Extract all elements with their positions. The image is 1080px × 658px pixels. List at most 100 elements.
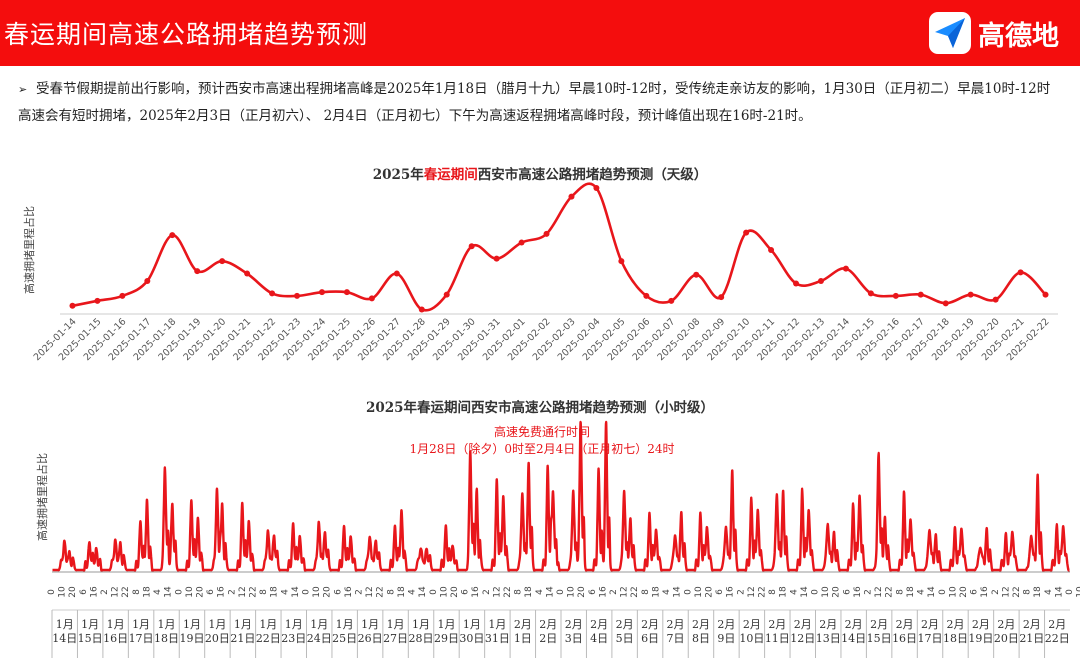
hour-tick-label: 12 [747,586,757,597]
hour-tick-label: 20 [832,586,842,598]
day-tick-label: 1月 19日 [179,618,204,645]
day-tick-label: 1月 28日 [409,618,434,645]
hour-tick-label: 10 [821,586,831,598]
day-tick-label: 2月 15日 [867,618,892,645]
hour-tick-label: 18 [142,586,152,598]
daily-congestion-chart: 2025年春运期间西安市高速公路拥堵趋势预测（天级） 高速拥堵里程占比 2025… [22,166,1058,363]
data-point [842,265,849,272]
hour-tick-label: 12 [874,586,884,597]
hour-tick-label: 18 [651,586,661,598]
hour-tick-label: 8 [895,589,905,595]
hour-tick-label: 12 [111,586,121,597]
data-point [718,294,725,301]
hour-tick-label: 22 [376,586,386,597]
hour-tick-label: 8 [386,589,396,595]
day-tick-label: 1月 20日 [205,618,230,645]
hour-tick-label: 0 [938,589,948,595]
forecast-note: ➢ 受春节假期提前出行影响，预计西安市高速出程拥堵高峰是2025年1月18日（腊… [18,76,1058,130]
hour-tick-label: 16 [344,586,354,598]
hour-tick-label: 8 [768,589,778,595]
hour-tick-label: 2 [355,589,365,595]
chart-title-part: 西安市高速公路拥堵趋势预测（天级） [478,166,708,183]
hour-tick-label: 14 [418,586,428,598]
data-point [1017,269,1024,276]
hour-tick-label: 20 [323,586,333,598]
hourly-congestion-chart: 2025年春运期间西安市高速公路拥堵趋势预测（小时级） 高速拥堵里程占比 高速免… [35,399,1080,658]
y-axis-label: 高速拥堵里程占比 [22,206,36,294]
day-tick-label: 2月 17日 [918,618,943,645]
data-point [693,271,700,278]
series-line [52,420,1071,573]
hour-tick-label: 14 [164,586,174,598]
hour-tick-label: 6 [79,589,89,595]
day-tick-label: 1月 26日 [358,618,383,645]
data-point [593,185,600,191]
hour-tick-label: 20 [577,586,587,598]
hour-tick-label: 22 [503,586,513,597]
paper-plane-icon [929,12,971,54]
hour-tick-label: 16 [217,586,227,598]
hour-tick-label: 10 [312,586,322,598]
hour-tick-label: 10 [439,586,449,598]
hour-tick-label: 14 [545,586,555,598]
day-tick-label: 1月 27日 [383,618,408,645]
day-tick-label: 1月 23日 [281,618,306,645]
data-point [543,230,550,237]
data-point [493,255,500,262]
data-point [817,278,824,284]
day-tick-label: 2月 22日 [1045,618,1070,645]
plot-area [52,420,1071,573]
brand-logo-text: 高德地 [978,21,1059,52]
hour-tick-label: 4 [662,589,672,595]
hour-tick-label: 8 [641,589,651,595]
data-point [318,289,325,296]
hour-tick-label: 18 [397,586,407,598]
data-point [768,247,775,253]
hour-tick-label: 14 [291,586,301,598]
data-point [992,296,999,303]
day-tick-label: 2月 12日 [790,618,815,645]
day-tick-label: 2月 20日 [994,618,1019,645]
data-point [942,300,949,307]
series-line [72,182,1047,312]
hour-tick-label: 6 [588,589,598,595]
hour-tick-label: 22 [121,586,131,597]
day-tick-label: 1月 17日 [129,618,154,645]
hour-tick-label: 0 [429,589,439,595]
hour-tick-label: 2 [736,589,746,595]
hour-tick-label: 6 [333,589,343,595]
day-tick-label: 1月 18日 [154,618,179,645]
hour-tick-label: 6 [715,589,725,595]
data-point [244,270,251,277]
x-axis: 0 10 20 6 16 2 12 22 8 18 4 14 0 10 20 6 16 2 12 22 8 18 4 14 0 1… [47,571,1080,658]
hour-tick-label: 4 [789,589,799,595]
hour-tick-label: 2 [227,589,237,595]
data-point [568,193,575,200]
day-tick-label: 2月 4日 [590,618,608,645]
hour-tick-label: 18 [1033,586,1043,598]
hour-tick-label: 18 [270,586,280,598]
hour-tick-label: 16 [980,586,990,598]
data-point [468,243,475,250]
day-tick-label: 2月 13日 [816,618,841,645]
data-point [219,258,226,265]
hour-tick-label: 16 [89,586,99,598]
hour-tick-label: 2 [482,589,492,595]
hour-tick-label: 8 [259,589,269,595]
hour-tick-label: 16 [853,586,863,598]
hour-tick-label: 0 [47,589,57,595]
hour-tick-label: 4 [280,589,290,595]
hour-tick-label: 6 [461,589,471,595]
day-tick-label: 1月 15日 [78,618,103,645]
data-point [443,291,450,298]
hour-tick-label: 0 [556,589,566,595]
day-tick-label: 2月 1日 [514,618,532,645]
hour-tick-label: 18 [906,586,916,598]
forecast-note-text: 受春节假期提前出行影响，预计西安市高速出程拥堵高峰是2025年1月18日（腊月十… [18,81,1051,124]
hour-tick-label: 2 [991,589,1001,595]
hour-tick-label: 8 [1023,589,1033,595]
header-bar: 春运期间高速公路拥堵趋势预测 高德地 [0,0,1080,66]
data-point [917,291,924,298]
data-point [668,297,675,304]
data-point [94,297,101,304]
